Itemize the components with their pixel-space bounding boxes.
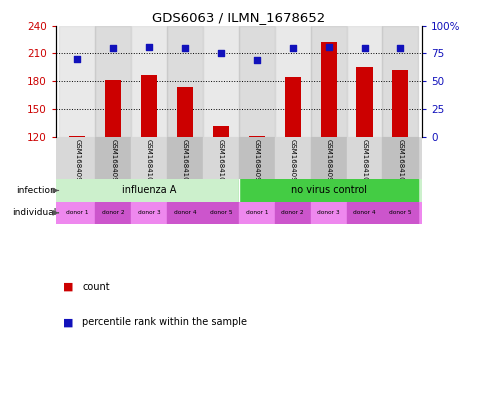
Text: GSM1684095: GSM1684095 xyxy=(253,139,259,185)
Point xyxy=(181,45,188,51)
Point xyxy=(324,44,332,50)
Text: donor 4: donor 4 xyxy=(352,210,375,215)
Text: influenza A: influenza A xyxy=(121,185,176,195)
Bar xyxy=(95,138,131,179)
Bar xyxy=(284,77,300,138)
Point xyxy=(145,44,152,50)
Bar xyxy=(59,138,95,179)
Bar xyxy=(105,80,121,138)
Bar xyxy=(238,202,274,224)
Text: GSM1684102: GSM1684102 xyxy=(182,139,188,185)
Bar xyxy=(131,26,166,138)
Bar xyxy=(274,202,310,224)
Text: count: count xyxy=(82,282,110,292)
Bar xyxy=(166,26,202,138)
Bar xyxy=(166,202,202,224)
Bar xyxy=(69,136,85,138)
Text: GSM1684097: GSM1684097 xyxy=(289,139,295,186)
Text: GSM1684100: GSM1684100 xyxy=(146,139,152,186)
Bar xyxy=(238,26,274,138)
Bar xyxy=(346,138,382,179)
Bar xyxy=(202,202,238,224)
Point xyxy=(288,45,296,51)
Bar xyxy=(131,138,166,179)
Text: individual: individual xyxy=(12,208,56,217)
Bar xyxy=(59,26,95,138)
Text: no virus control: no virus control xyxy=(290,185,366,195)
Point xyxy=(253,57,260,63)
Bar xyxy=(238,138,274,179)
Text: donor 2: donor 2 xyxy=(102,210,124,215)
Bar xyxy=(320,42,336,138)
Text: donor 3: donor 3 xyxy=(317,210,339,215)
Text: GSM1684099: GSM1684099 xyxy=(325,139,331,186)
Bar xyxy=(248,136,264,138)
Text: donor 1: donor 1 xyxy=(245,210,268,215)
Bar xyxy=(238,179,418,202)
Point xyxy=(109,45,117,51)
Point xyxy=(73,56,81,62)
Bar xyxy=(202,138,238,179)
Text: infection: infection xyxy=(16,186,56,195)
Bar xyxy=(346,26,382,138)
Point xyxy=(360,45,368,51)
Text: ■: ■ xyxy=(63,317,74,327)
Bar xyxy=(346,202,382,224)
Bar xyxy=(202,26,238,138)
Text: donor 4: donor 4 xyxy=(173,210,196,215)
Point xyxy=(216,50,224,57)
Bar xyxy=(310,26,346,138)
Bar xyxy=(141,75,157,138)
Bar xyxy=(177,87,193,138)
Text: GSM1684101: GSM1684101 xyxy=(361,139,367,186)
Text: percentile rank within the sample: percentile rank within the sample xyxy=(82,317,247,327)
Text: GSM1684104: GSM1684104 xyxy=(217,139,224,185)
Bar xyxy=(382,202,418,224)
Bar xyxy=(95,202,131,224)
Text: donor 3: donor 3 xyxy=(137,210,160,215)
Text: donor 5: donor 5 xyxy=(388,210,411,215)
Bar xyxy=(131,202,166,224)
Bar xyxy=(310,202,346,224)
Bar xyxy=(382,138,418,179)
Bar xyxy=(274,26,310,138)
Bar xyxy=(59,179,239,202)
Bar xyxy=(392,70,408,138)
Bar xyxy=(310,138,346,179)
Bar xyxy=(274,138,310,179)
Bar xyxy=(166,138,202,179)
Title: GDS6063 / ILMN_1678652: GDS6063 / ILMN_1678652 xyxy=(152,11,325,24)
Text: ■: ■ xyxy=(63,282,74,292)
Text: donor 2: donor 2 xyxy=(281,210,303,215)
Text: donor 1: donor 1 xyxy=(66,210,89,215)
Bar xyxy=(59,202,95,224)
Bar xyxy=(356,66,372,138)
Text: GSM1684098: GSM1684098 xyxy=(110,139,116,186)
Bar xyxy=(212,126,228,138)
Text: GSM1684096: GSM1684096 xyxy=(74,139,80,186)
Text: donor 5: donor 5 xyxy=(209,210,232,215)
Bar xyxy=(95,26,131,138)
Bar xyxy=(382,26,418,138)
Text: GSM1684103: GSM1684103 xyxy=(396,139,403,186)
Point xyxy=(396,45,404,51)
